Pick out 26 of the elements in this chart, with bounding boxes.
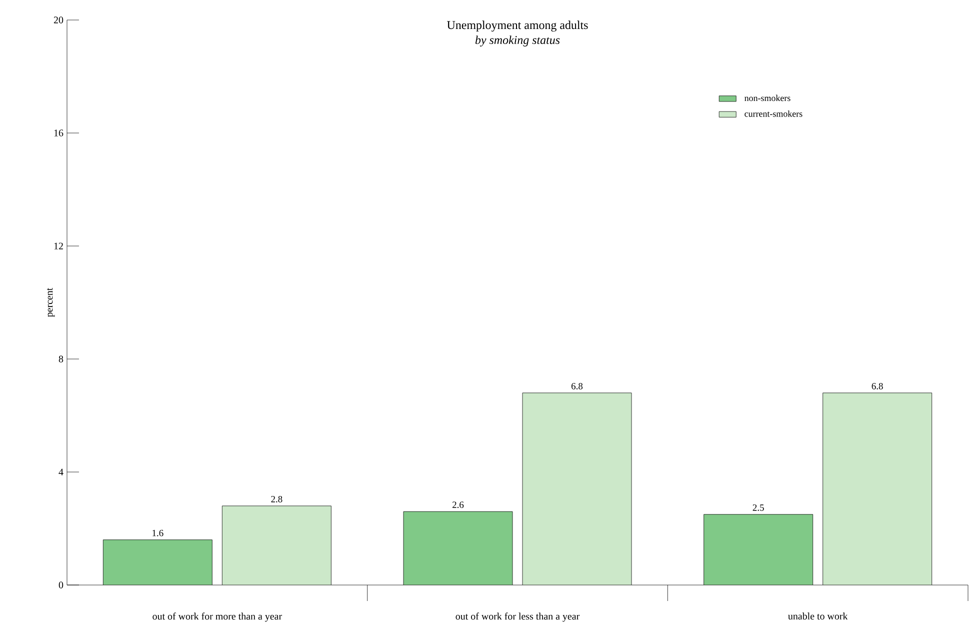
x-tick-label: unable to work (788, 612, 848, 620)
y-axis-title: percent (46, 288, 55, 317)
data-label: 6.8 (872, 382, 883, 390)
bar (403, 511, 513, 585)
y-tick-label: 0 (58, 582, 64, 588)
x-tick-label: out of work for more than a year (152, 612, 282, 622)
bar (102, 540, 212, 585)
bar (222, 506, 332, 585)
data-label: 1.6 (152, 530, 164, 536)
data-label: 2.6 (452, 502, 464, 508)
bar (704, 514, 814, 585)
text: by smoking status (475, 36, 560, 47)
legend-label: current-smokers (744, 110, 802, 117)
data-label: 2.8 (271, 496, 282, 502)
y-tick-label: 20 (54, 16, 64, 24)
x-tick-label: out of work for less than a year (456, 612, 580, 622)
chart-title: Unemployment among adults (447, 20, 588, 32)
y-tick-label: 8 (58, 356, 64, 362)
legend-label: non-smokers (744, 94, 790, 102)
data-label: 6.8 (571, 382, 583, 390)
y-tick-label: 12 (54, 242, 63, 250)
y-tick-label: 4 (58, 468, 64, 476)
y-tick-label: 16 (54, 130, 64, 136)
bar (822, 392, 932, 585)
data-label: 2.5 (752, 504, 764, 511)
bar (522, 392, 632, 585)
